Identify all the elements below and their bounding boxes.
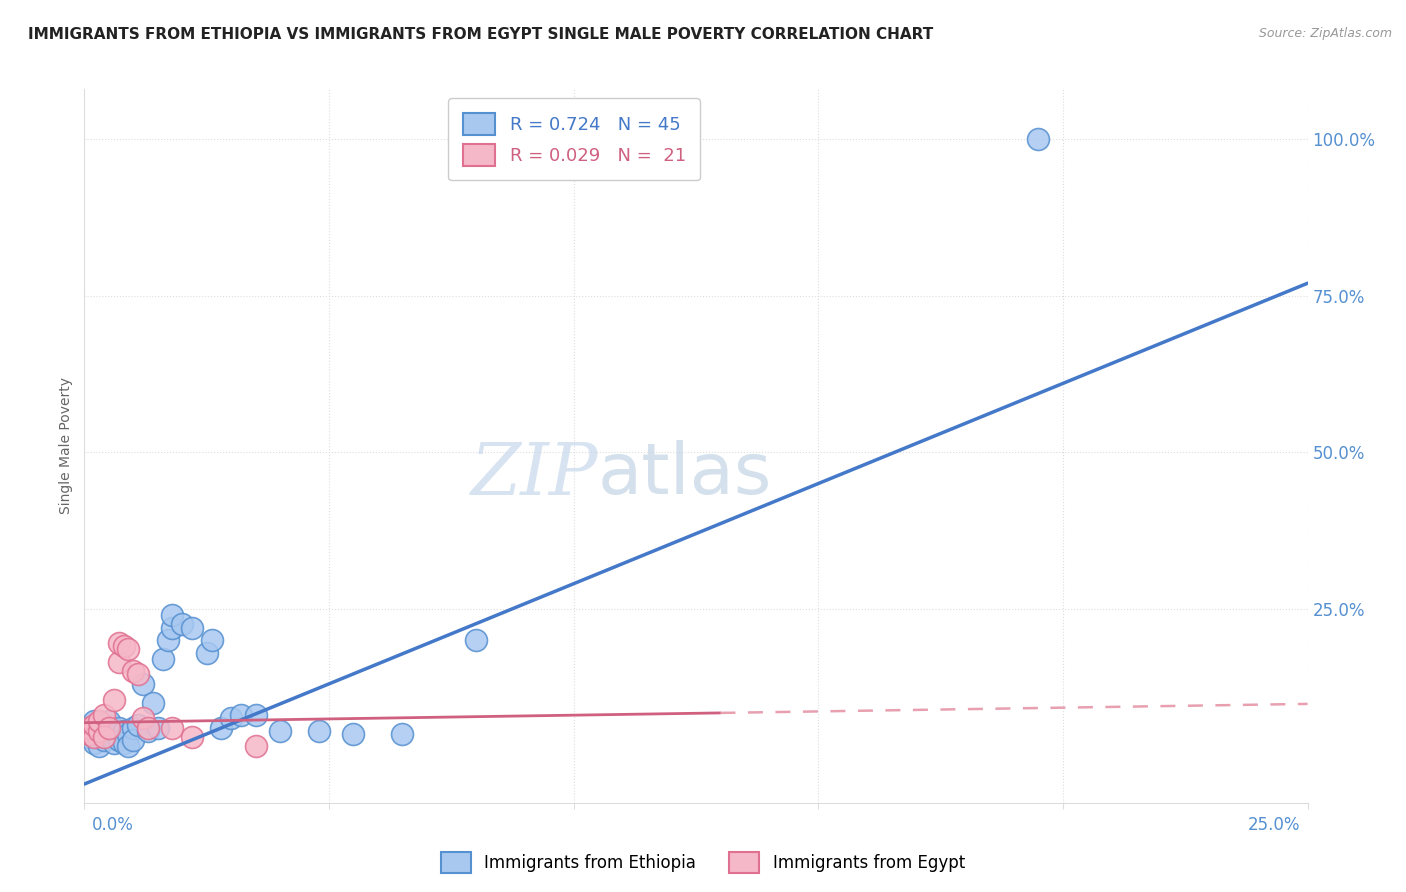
Legend: R = 0.724   N = 45, R = 0.029   N =  21: R = 0.724 N = 45, R = 0.029 N = 21 — [449, 98, 700, 180]
Point — [152, 652, 174, 666]
Point — [132, 677, 155, 691]
Point — [87, 714, 110, 729]
Point — [87, 730, 110, 744]
Point — [77, 721, 100, 735]
Point — [142, 696, 165, 710]
Point — [156, 633, 179, 648]
Point — [93, 730, 115, 744]
Text: IMMIGRANTS FROM ETHIOPIA VS IMMIGRANTS FROM EGYPT SINGLE MALE POVERTY CORRELATIO: IMMIGRANTS FROM ETHIOPIA VS IMMIGRANTS F… — [28, 27, 934, 42]
Point — [162, 607, 184, 622]
Text: atlas: atlas — [598, 440, 772, 509]
Point — [122, 733, 145, 747]
Point — [87, 723, 110, 738]
Point — [112, 736, 135, 750]
Point — [181, 730, 204, 744]
Point — [136, 723, 159, 738]
Point — [93, 721, 115, 735]
Point — [83, 727, 105, 741]
Point — [181, 621, 204, 635]
Point — [103, 692, 125, 706]
Point — [117, 727, 139, 741]
Point — [117, 739, 139, 754]
Point — [112, 723, 135, 738]
Point — [87, 723, 110, 738]
Text: 0.0%: 0.0% — [91, 816, 134, 834]
Point — [122, 665, 145, 679]
Point — [308, 723, 330, 738]
Point — [464, 633, 486, 648]
Point — [97, 721, 120, 735]
Point — [200, 633, 222, 648]
Point — [162, 721, 184, 735]
Point — [342, 727, 364, 741]
Point — [107, 733, 129, 747]
Point — [93, 708, 115, 723]
Point — [83, 730, 105, 744]
Point — [245, 739, 267, 754]
Point — [209, 721, 232, 735]
Point — [103, 730, 125, 744]
Point — [127, 667, 149, 681]
Text: 25.0%: 25.0% — [1249, 816, 1301, 834]
Point — [132, 711, 155, 725]
Text: Source: ZipAtlas.com: Source: ZipAtlas.com — [1258, 27, 1392, 40]
Point — [219, 711, 242, 725]
Point — [127, 717, 149, 731]
Point — [117, 642, 139, 657]
Legend: Immigrants from Ethiopia, Immigrants from Egypt: Immigrants from Ethiopia, Immigrants fro… — [434, 846, 972, 880]
Point — [93, 733, 115, 747]
Point — [245, 708, 267, 723]
Point — [107, 721, 129, 735]
Point — [107, 636, 129, 650]
Point — [77, 727, 100, 741]
Point — [112, 640, 135, 654]
Point — [83, 717, 105, 731]
Point — [172, 617, 194, 632]
Point — [229, 708, 252, 723]
Point — [77, 730, 100, 744]
Point — [103, 736, 125, 750]
Point — [195, 646, 218, 660]
Point — [136, 721, 159, 735]
Text: ZIP: ZIP — [471, 439, 598, 510]
Point — [1028, 132, 1050, 146]
Point — [87, 739, 110, 754]
Point — [107, 655, 129, 669]
Y-axis label: Single Male Poverty: Single Male Poverty — [59, 377, 73, 515]
Point — [146, 721, 169, 735]
Point — [122, 721, 145, 735]
Point — [97, 727, 120, 741]
Point — [391, 727, 413, 741]
Point — [97, 714, 120, 729]
Point — [77, 721, 100, 735]
Point — [269, 723, 291, 738]
Point — [83, 714, 105, 729]
Point — [83, 736, 105, 750]
Point — [162, 621, 184, 635]
